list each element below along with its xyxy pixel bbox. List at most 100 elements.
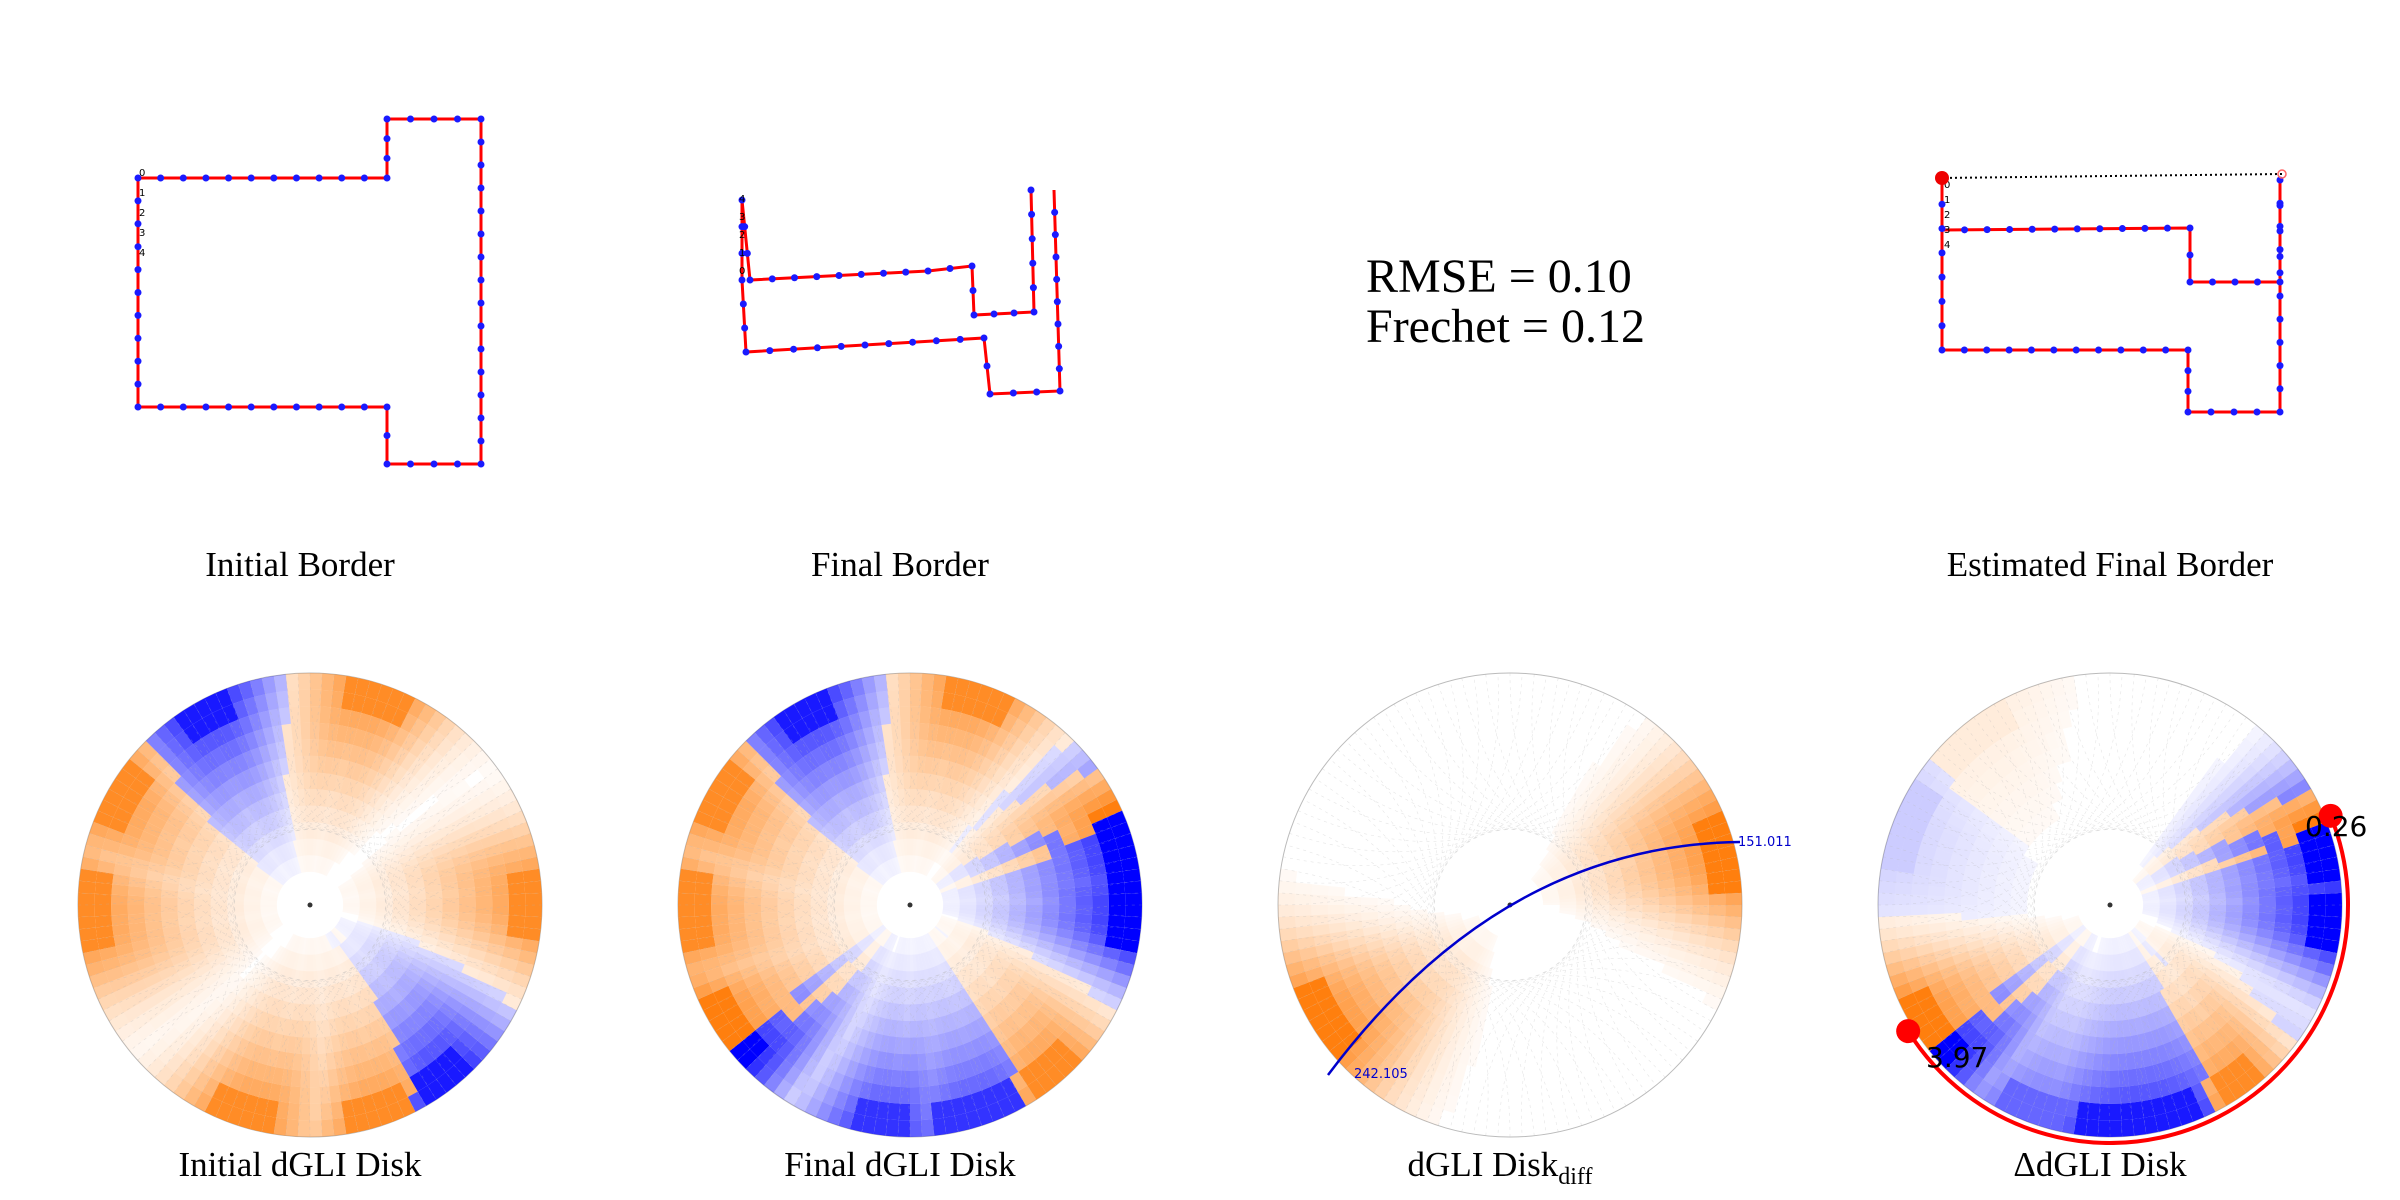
disk-cell — [990, 879, 1008, 888]
disk-cell — [215, 1101, 233, 1122]
disk-cell — [2049, 765, 2063, 784]
disk-cell — [186, 851, 205, 864]
disk-cell — [1974, 1059, 1994, 1080]
disk-cell — [462, 796, 483, 814]
disk-cell — [2220, 864, 2239, 875]
disk-cell — [775, 992, 795, 1010]
disk-cell — [1917, 843, 1937, 858]
border-vertex — [477, 391, 485, 399]
disk-cell — [864, 833, 877, 850]
disk-cell — [842, 852, 859, 867]
border-vertex — [738, 276, 746, 284]
disk-cell — [279, 844, 290, 861]
disk-cell — [331, 983, 341, 1002]
disk-cell — [1067, 947, 1087, 962]
disk-cell — [291, 1003, 300, 1021]
disk-cell — [1683, 843, 1703, 858]
disk-cell — [327, 843, 337, 860]
disk-cell — [297, 673, 310, 690]
disk-cell — [942, 892, 959, 899]
disk-cell — [993, 841, 1011, 856]
disk-cell — [2113, 937, 2118, 955]
disk-cell — [2049, 925, 2066, 936]
disk-cell — [375, 1071, 391, 1091]
disk-cell — [945, 995, 958, 1014]
disk-cell — [920, 1003, 929, 1021]
disk-cell — [1641, 889, 1659, 899]
disk-cell — [1989, 811, 2007, 828]
disk-cell — [343, 675, 359, 695]
disk-cell — [327, 950, 337, 967]
disk-cell — [83, 949, 102, 966]
disk-cell — [805, 1020, 823, 1040]
disk-cell — [442, 965, 462, 981]
disk-cell — [371, 875, 389, 885]
disk-cell — [327, 1068, 339, 1087]
disk-cell — [1929, 1040, 1950, 1061]
disk-cell — [323, 934, 333, 951]
disk-cell — [843, 901, 861, 905]
disk-cell — [1422, 1086, 1439, 1107]
disk-cell — [2187, 987, 2204, 1004]
disk-cell — [2110, 1037, 2118, 1055]
disk-cell — [708, 976, 729, 993]
disk-cell — [993, 1003, 1010, 1021]
disk-cell — [491, 817, 512, 834]
disk-cell — [340, 962, 352, 979]
disk-cell — [223, 971, 240, 988]
disk-cell — [2062, 1013, 2075, 1032]
disk-cell — [791, 838, 810, 853]
disk-cell — [889, 706, 901, 724]
disk-cell — [1945, 920, 1963, 931]
disk-cell — [94, 915, 113, 928]
disk-cell — [232, 838, 249, 853]
disk-cell — [964, 985, 979, 1003]
disk-cell — [940, 884, 957, 894]
disk-cell — [2184, 1030, 2201, 1049]
disk-cell — [1013, 982, 1031, 999]
disk-cell — [847, 824, 862, 841]
disk-cell — [401, 732, 419, 753]
disk-cell — [1318, 995, 1338, 1013]
disk-cell — [179, 923, 197, 933]
disk-cell — [93, 810, 114, 828]
disk-cell — [1894, 915, 1913, 928]
disk-cell — [382, 1012, 398, 1031]
disk-cell — [1913, 985, 1933, 1003]
disk-cell — [848, 712, 863, 732]
disk-cell — [728, 979, 748, 996]
border-vertex — [2276, 202, 2284, 209]
disk-cell — [894, 806, 902, 824]
disk-cell — [1984, 744, 2003, 764]
disk-cell — [337, 1033, 349, 1051]
disk-cell — [827, 908, 845, 914]
disk-cell — [2249, 845, 2268, 859]
disk-cell — [943, 960, 956, 977]
disk-cell — [343, 1115, 359, 1135]
disk-cell — [1613, 811, 1631, 828]
disk-cell — [211, 811, 228, 828]
disk-cell — [2127, 985, 2136, 1003]
disk-cell — [1000, 752, 1018, 771]
disk-cell — [2018, 1048, 2035, 1068]
disk-cell — [359, 946, 375, 961]
disk-cell — [910, 838, 914, 856]
disk-cell — [1442, 1023, 1457, 1042]
disk-cell — [854, 954, 869, 970]
disk-cell — [1289, 971, 1309, 989]
disk-cell — [878, 930, 891, 946]
disk-cell — [762, 822, 781, 838]
disk-cell — [1626, 730, 1646, 751]
disk-cell — [862, 915, 880, 923]
disk-cell — [1003, 776, 1021, 795]
disk-cell — [210, 899, 228, 905]
disk-cell — [715, 853, 734, 868]
disk-cell — [268, 794, 280, 813]
disk-cell — [838, 1075, 854, 1095]
disk-cell — [815, 930, 833, 941]
disk-cell — [1576, 775, 1592, 794]
disk-cell — [950, 993, 963, 1011]
disk-cell — [1577, 846, 1594, 860]
disk-cell — [227, 1034, 243, 1053]
